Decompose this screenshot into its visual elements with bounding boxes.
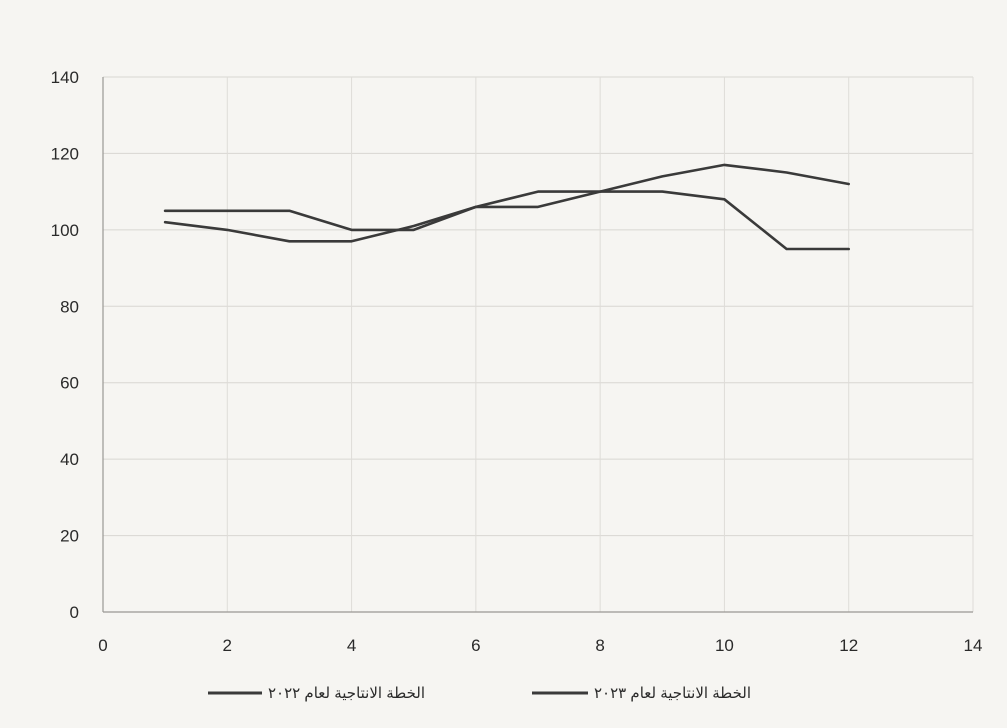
legend-label-2022: الخطة الانتاجية لعام ٢٠٢٢ <box>268 685 425 702</box>
y-tick-label: 140 <box>51 68 79 87</box>
grid-lines <box>103 76 974 612</box>
x-tick-label: 4 <box>347 636 356 655</box>
legend: الخطة الانتاجية لعام ٢٠٢٢ الخطة الانتاجي… <box>208 685 751 702</box>
x-tick-label: 10 <box>715 636 734 655</box>
y-tick-label: 20 <box>60 527 79 546</box>
x-tick-labels: 0 2 4 6 8 10 12 14 <box>98 636 982 655</box>
series-line-2023 <box>163 190 851 251</box>
series-line-2022 <box>163 163 851 243</box>
x-tick-label: 8 <box>595 636 604 655</box>
y-tick-label: 120 <box>51 144 79 163</box>
y-tick-label: 0 <box>70 603 79 622</box>
x-tick-label: 12 <box>839 636 858 655</box>
x-tick-label: 6 <box>471 636 480 655</box>
x-tick-label: 0 <box>98 636 107 655</box>
y-tick-label: 80 <box>60 297 79 316</box>
y-tick-label: 100 <box>51 221 79 240</box>
y-tick-label: 60 <box>60 374 79 393</box>
y-tick-label: 40 <box>60 450 79 469</box>
x-tick-label: 2 <box>223 636 232 655</box>
legend-label-2023: الخطة الانتاجية لعام ٢٠٢٣ <box>594 685 751 702</box>
x-tick-label: 14 <box>964 636 983 655</box>
axes <box>102 77 973 613</box>
series-lines <box>163 163 851 251</box>
y-tick-labels: 0 20 40 60 80 100 120 140 <box>51 68 79 622</box>
